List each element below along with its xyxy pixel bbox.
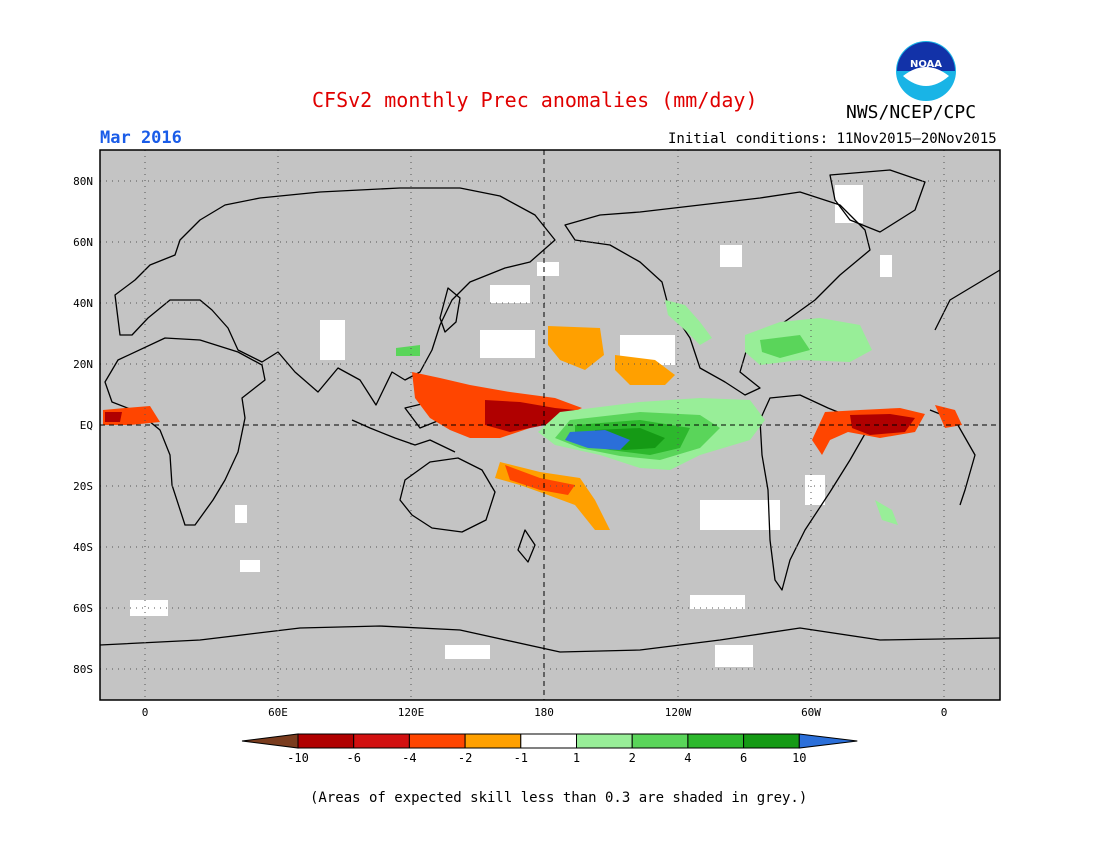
colorbar-label: -1 — [514, 751, 528, 765]
lat-label: 20N — [73, 358, 93, 371]
colorbar-arrow-low — [241, 733, 299, 749]
initial-conditions: Initial conditions: 11Nov2015–20Nov2015 — [668, 131, 997, 147]
colorbar-label: 10 — [792, 751, 806, 765]
colorbar-segment — [687, 733, 745, 749]
colorbar-segment — [631, 733, 689, 749]
lon-label: 60W — [801, 706, 821, 719]
colorbar-legend: -10 -6 -4 -2 -1 1 2 4 6 10 — [241, 733, 858, 765]
colorbar-label: -10 — [287, 751, 309, 765]
lat-label: 60N — [73, 236, 93, 249]
lat-label: 80N — [73, 175, 93, 188]
lon-label: 0 — [142, 706, 149, 719]
colorbar-label: -4 — [402, 751, 416, 765]
lon-label: 180 — [534, 706, 554, 719]
lat-label: 60S — [73, 602, 93, 615]
colorbar-segment — [464, 733, 522, 749]
wet-anomaly-patches — [396, 300, 898, 525]
lon-label: 120W — [665, 706, 692, 719]
colorbar-segment — [408, 733, 466, 749]
colorbar-segment — [576, 733, 633, 749]
lat-lon-grid — [100, 150, 1000, 700]
colorbar-segment — [297, 733, 355, 749]
lon-label: 0 — [941, 706, 948, 719]
lon-labels: 0 60E 120E 180 120W 60W 0 — [142, 706, 948, 719]
noaa-logo: NOAA — [896, 41, 956, 101]
lat-label: 80S — [73, 663, 93, 676]
colorbar-segment — [743, 733, 800, 749]
colorbar-arrow-high — [798, 733, 858, 749]
agency-label: NWS/NCEP/CPC — [846, 102, 977, 123]
lat-label: EQ — [80, 419, 93, 432]
svg-text:NOAA: NOAA — [910, 59, 942, 70]
map-frame — [99, 149, 1001, 701]
lon-label: 60E — [268, 706, 288, 719]
lat-label: 40S — [73, 541, 93, 554]
colorbar-label: -2 — [458, 751, 472, 765]
lat-label: 40N — [73, 297, 93, 310]
colorbar-segment — [520, 733, 577, 749]
dry-anomaly-patches — [103, 326, 962, 530]
lat-label: 20S — [73, 480, 93, 493]
colorbar-segment — [353, 733, 410, 749]
lat-labels: 80N 60N 40N 20N EQ 20S 40S 60S 80S — [73, 175, 93, 676]
chart-title: CFSv2 monthly Prec anomalies (mm/day) — [312, 88, 758, 112]
skill-footnote: (Areas of expected skill less than 0.3 a… — [310, 790, 808, 806]
colorbar-label: -6 — [346, 751, 360, 765]
colorbar-label: 2 — [629, 751, 636, 765]
reference-lines — [100, 150, 1000, 700]
colorbar-label: 6 — [740, 751, 747, 765]
target-month: Mar 2016 — [100, 128, 182, 148]
colorbar-label: 4 — [684, 751, 691, 765]
colorbar-label: 1 — [573, 751, 580, 765]
lon-label: 120E — [398, 706, 425, 719]
